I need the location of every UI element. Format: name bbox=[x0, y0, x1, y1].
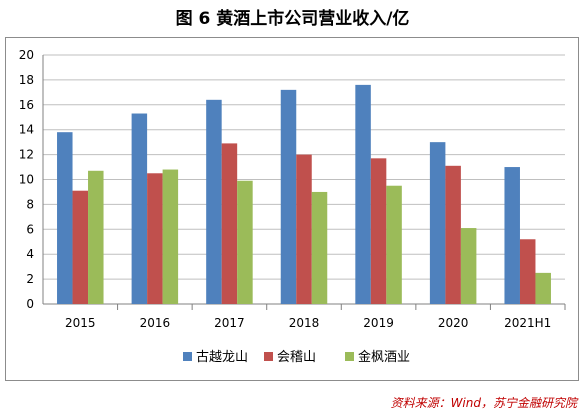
legend-item: 金枫酒业 bbox=[345, 349, 410, 365]
y-tick-label: 6 bbox=[26, 222, 34, 236]
bar bbox=[221, 143, 238, 304]
bars bbox=[57, 84, 551, 304]
bar bbox=[57, 132, 73, 304]
bar bbox=[504, 167, 520, 304]
y-tick-label: 16 bbox=[19, 98, 34, 112]
y-tick-label: 4 bbox=[26, 247, 34, 261]
x-axis: 2015 2016 2017 2018 2019 2020 2021H1 bbox=[65, 304, 566, 330]
y-tick-label: 12 bbox=[19, 148, 34, 162]
x-tick-label: 2021H1 bbox=[504, 316, 551, 330]
y-tick-label: 20 bbox=[19, 48, 34, 62]
bar bbox=[72, 190, 89, 304]
legend-label: 古越龙山 bbox=[196, 350, 248, 365]
bar bbox=[429, 142, 446, 304]
legend-item: 会稽山 bbox=[264, 350, 316, 365]
x-tick-label: 2019 bbox=[363, 316, 394, 330]
x-tick-label: 2017 bbox=[214, 316, 245, 330]
bar bbox=[519, 239, 536, 304]
legend-swatch bbox=[264, 352, 273, 361]
bar bbox=[370, 158, 387, 304]
bar bbox=[460, 228, 477, 304]
legend-item: 古越龙山 bbox=[183, 350, 248, 365]
y-tick-label: 2 bbox=[26, 272, 34, 286]
x-tick-label: 2020 bbox=[438, 316, 469, 330]
y-tick-label: 10 bbox=[19, 173, 34, 187]
bar bbox=[206, 99, 222, 304]
bar bbox=[162, 169, 179, 304]
chart-title: 图 6 黄酒上市公司营业收入/亿 bbox=[175, 9, 410, 29]
bar bbox=[296, 154, 312, 304]
bar bbox=[386, 185, 402, 304]
bar bbox=[147, 173, 163, 304]
legend-label: 金枫酒业 bbox=[358, 349, 410, 365]
bar bbox=[280, 89, 297, 304]
bar bbox=[88, 170, 104, 304]
y-tick-label: 0 bbox=[26, 297, 34, 311]
bar bbox=[445, 165, 461, 304]
source-note: 资料来源：Wind，苏宁金融研究院 bbox=[390, 396, 577, 410]
bar bbox=[131, 113, 148, 304]
legend-label: 会稽山 bbox=[277, 350, 316, 365]
legend: 古越龙山 会稽山 金枫酒业 bbox=[183, 349, 410, 365]
x-tick-label: 2015 bbox=[65, 316, 96, 330]
y-tick-label: 8 bbox=[26, 197, 34, 211]
y-axis: 0 2 4 6 8 10 12 14 16 18 20 bbox=[19, 48, 44, 311]
y-tick-label: 14 bbox=[19, 123, 34, 137]
x-tick-label: 2018 bbox=[289, 316, 320, 330]
bar bbox=[355, 84, 371, 304]
bar bbox=[535, 272, 551, 304]
legend-swatch bbox=[183, 352, 192, 361]
legend-swatch bbox=[345, 352, 354, 361]
bar bbox=[311, 191, 328, 304]
x-tick-label: 2016 bbox=[140, 316, 171, 330]
y-tick-label: 18 bbox=[19, 73, 34, 87]
bar bbox=[237, 180, 253, 304]
chart-frame bbox=[5, 37, 579, 381]
